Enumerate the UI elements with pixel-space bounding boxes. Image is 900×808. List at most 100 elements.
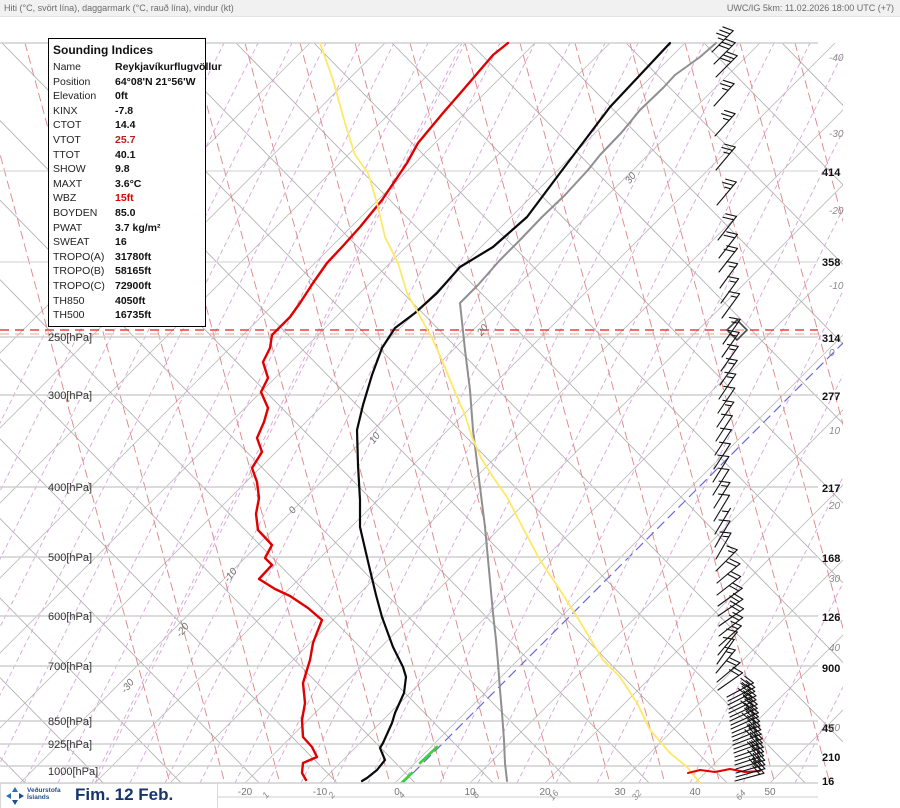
- bottom-temp-label: 10: [464, 787, 476, 798]
- bottom-temp-label: -20: [238, 787, 253, 798]
- adiabat-inline-label: 30: [623, 170, 639, 186]
- right-height-label: 45: [822, 723, 834, 735]
- indices-row: Position 64°08'N 21°56'W: [49, 75, 205, 90]
- mixing-ratio-label: 1: [260, 790, 271, 800]
- index-value: 0ft: [115, 90, 128, 103]
- met-office-logo-icon: [6, 787, 24, 805]
- wind-barb-column: [711, 26, 766, 782]
- pressure-axis-label: 850[hPa]: [48, 716, 92, 728]
- model-run-text: UWC/IG 5km: 11.02.2026 18:00 UTC (+7): [726, 3, 894, 13]
- index-label: SWEAT: [53, 236, 90, 249]
- wind-barb: [732, 721, 762, 742]
- wind-barb: [715, 51, 738, 78]
- right-isotherm-label: -20: [829, 206, 844, 217]
- pressure-axis-label: 700[hPa]: [48, 661, 92, 673]
- index-label: Name: [53, 61, 82, 73]
- wind-barb: [715, 531, 732, 560]
- index-value: 64°08'N 21°56'W: [115, 75, 196, 88]
- indices-row: TH500 16735ft: [49, 308, 205, 323]
- mixing-ratio-label: 32: [630, 788, 644, 802]
- bottom-temp-label: 40: [689, 787, 701, 798]
- index-value: 72900ft: [115, 279, 152, 292]
- sounding-indices-panel: Sounding Indices Name Reykjavíkurflugvöll…: [48, 38, 222, 327]
- mixing-ratio-label: 16: [547, 788, 561, 802]
- right-isotherm-label: 40: [829, 643, 841, 654]
- index-value: 58165ft: [115, 265, 152, 278]
- adiabat-inline-label: -20: [174, 621, 192, 640]
- indices-row: TROPO(A) 31780ft: [49, 250, 205, 265]
- wind-barb: [714, 507, 732, 535]
- pressure-axis-label: 600[hPa]: [48, 611, 92, 623]
- index-value: 9.8: [115, 163, 130, 176]
- bottom-temp-label: 50: [764, 787, 776, 798]
- wind-barb: [712, 467, 730, 496]
- index-label: TTOT: [53, 148, 81, 161]
- mixing-ratio-label: 4: [396, 790, 407, 800]
- wind-barb: [713, 79, 735, 107]
- met-office-name: Veðurstofa Íslands: [27, 787, 61, 801]
- indices-row: Name Reykjavíkurflugvöllur: [49, 60, 222, 75]
- right-isotherm-label: -40: [829, 53, 844, 64]
- right-height-label: 277: [822, 391, 840, 403]
- right-height-label: 414: [822, 167, 841, 179]
- right-height-label: 217: [822, 483, 840, 495]
- bottom-temp-label: 20: [539, 787, 551, 798]
- wind-barb: [729, 696, 758, 718]
- index-value: 25.7: [115, 133, 136, 146]
- index-value: -7.8: [115, 104, 134, 117]
- pressure-axis-label: 250[hPa]: [48, 332, 92, 344]
- indices-row: SWEAT 16: [49, 235, 205, 250]
- surface-red-mark-curve: [687, 768, 761, 774]
- index-label: TROPO(C): [53, 279, 105, 292]
- index-value: 31780ft: [115, 250, 152, 263]
- wind-barb: [717, 666, 744, 691]
- index-label: TH500: [53, 309, 85, 322]
- wind-barb: [735, 751, 766, 770]
- indices-row: PWAT 3.7 kg/m²: [49, 221, 205, 236]
- aux-yellow-curve: [319, 42, 701, 784]
- index-value: 16735ft: [115, 309, 152, 322]
- pressure-axis-label: 925[hPa]: [48, 739, 92, 751]
- indices-title: Sounding Indices: [53, 43, 154, 57]
- right-height-label: 168: [822, 553, 840, 565]
- adiabat-inline-label: -30: [119, 677, 137, 696]
- index-label: VTOT: [53, 133, 81, 146]
- right-height-label: 210: [822, 752, 840, 764]
- valid-time-label: Fim. 12 Feb. 01:00: [75, 785, 174, 808]
- wind-barb: [718, 621, 742, 647]
- right-height-label: 314: [822, 333, 841, 345]
- index-label: MAXT: [53, 177, 83, 190]
- index-label: TROPO(A): [53, 250, 105, 263]
- indices-row: TTOT 40.1: [49, 148, 205, 163]
- index-value: 40.1: [115, 148, 136, 161]
- wind-barb: [715, 413, 733, 442]
- wind-barb: [716, 178, 737, 206]
- mixing-ratio-label: 8: [470, 790, 481, 800]
- wind-barb: [721, 291, 741, 319]
- index-value: 3.7 kg/m²: [115, 221, 161, 234]
- wind-barb: [714, 427, 732, 456]
- wind-barb: [715, 545, 738, 572]
- wind-barb: [727, 683, 756, 706]
- wind-barb: [720, 276, 740, 304]
- legend-text: Hiti (°C, svört lína), daggarmark (°C, r…: [4, 3, 234, 13]
- wind-barb: [718, 245, 739, 273]
- wind-barb: [730, 708, 759, 730]
- adiabat-inline-label: 0: [287, 505, 299, 517]
- dewpoint-curve: [250, 41, 510, 782]
- wind-barb: [728, 692, 757, 714]
- adiabat-inline-label: -10: [222, 566, 240, 585]
- indices-row: SHOW 9.8: [49, 162, 205, 177]
- index-label: KINX: [53, 104, 78, 117]
- right-isotherm-label: -10: [829, 281, 844, 292]
- mixing-ratio-label: 64: [734, 788, 748, 802]
- bottom-temp-label: 30: [614, 787, 626, 798]
- wind-barb: [718, 602, 745, 627]
- index-label: CTOT: [53, 119, 82, 132]
- wind-barb: [731, 713, 761, 734]
- wind-barb: [713, 38, 736, 65]
- index-value: 85.0: [115, 206, 136, 219]
- index-label: TROPO(B): [53, 265, 105, 278]
